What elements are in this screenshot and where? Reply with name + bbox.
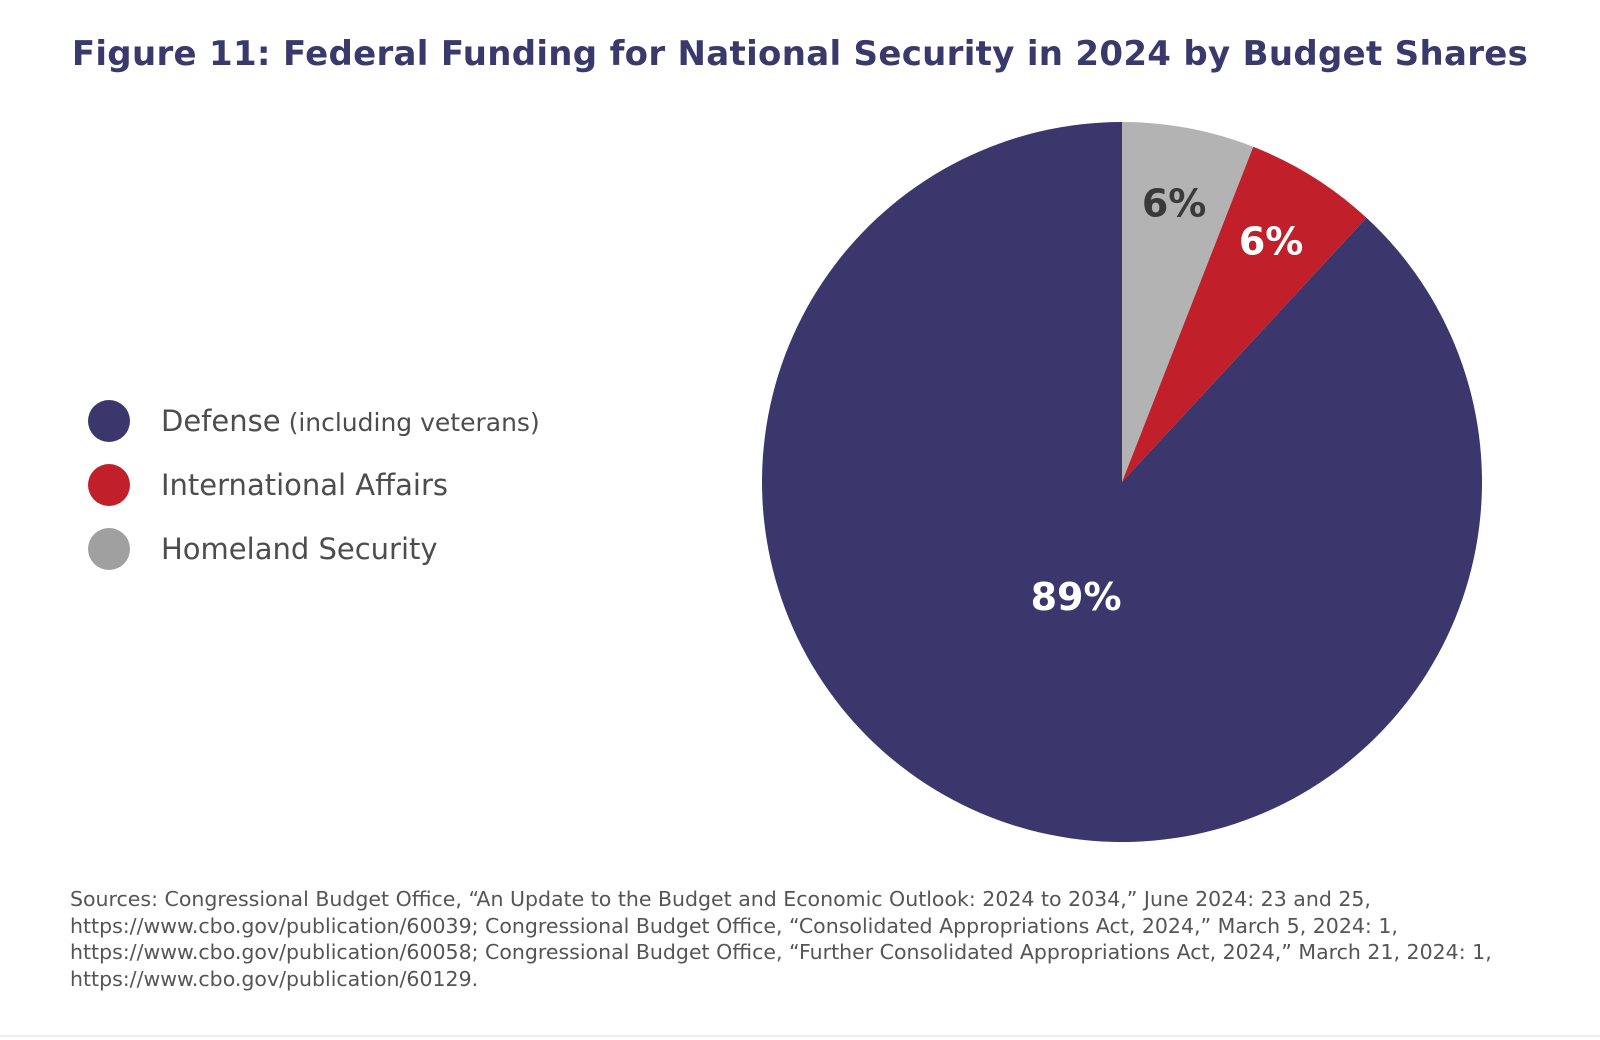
slice-label-homeland-security: 6% [1142, 182, 1207, 226]
legend-item-homeland-security: Homeland Security [88, 528, 540, 570]
legend-swatch-international-affairs [88, 464, 130, 506]
legend: Defense (including veterans) Internationa… [88, 400, 540, 592]
chart-title: Figure 11: Federal Funding for National … [71, 34, 1529, 74]
legend-label-defense: Defense (including veterans) [161, 404, 540, 438]
pie-slice-homeland-security [1122, 122, 1254, 482]
sources-note: Sources: Congressional Budget Office, “A… [70, 887, 1492, 991]
legend-item-international-affairs: International Affairs [88, 464, 540, 506]
pie-slice-defense [761, 122, 1483, 842]
legend-swatch-homeland-security [88, 528, 130, 570]
legend-label-defense-note: (including veterans) [288, 408, 540, 437]
bottom-divider [0, 1035, 1600, 1037]
legend-label-international-affairs: International Affairs [161, 468, 448, 502]
slice-label-defense: 89% [1031, 575, 1122, 619]
legend-label-homeland-security: Homeland Security [161, 532, 438, 566]
legend-label-defense-text: Defense [161, 404, 281, 438]
pie-slice-international-affairs [1122, 146, 1367, 482]
slice-label-international-affairs: 6% [1239, 220, 1304, 264]
legend-item-defense: Defense (including veterans) [88, 400, 540, 442]
legend-swatch-defense [88, 400, 130, 442]
